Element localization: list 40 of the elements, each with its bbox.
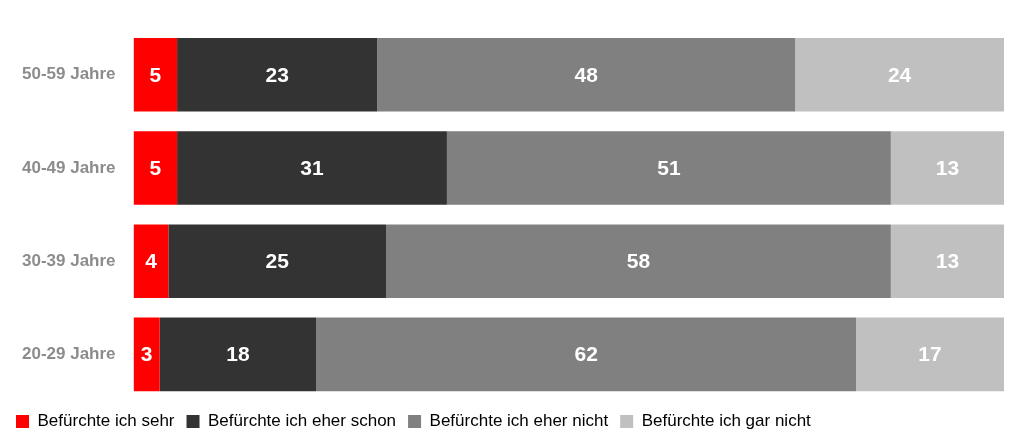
bar [385, 224, 891, 299]
data-label: 23 [265, 62, 289, 86]
data-label: 17 [918, 342, 942, 366]
data-label: 13 [935, 155, 960, 179]
y-tick-label: 50-59 Jahre [21, 64, 116, 84]
bar [177, 131, 447, 205]
data-label: 25 [265, 249, 290, 272]
data-label: 3 [140, 342, 153, 366]
y-tick-label: 40-49 Jahre [21, 157, 116, 177]
data-label: 48 [574, 62, 599, 86]
bar [856, 317, 1004, 392]
data-label: 4 [145, 249, 158, 272]
y-tick-label: 30-39 Jahre [21, 250, 116, 270]
bar [168, 224, 386, 299]
data-label: 5 [149, 155, 162, 179]
data-label: 24 [887, 62, 912, 86]
legend-label: Befürchte ich sehr [37, 411, 175, 431]
legend-label: Befürchte ich gar nicht [641, 411, 812, 431]
legend-label: Befürchte ich eher nicht [429, 411, 609, 431]
bar [133, 317, 160, 392]
bar [159, 317, 317, 392]
data-label: 51 [657, 155, 681, 179]
bar [316, 317, 857, 392]
bar [377, 37, 796, 112]
data-label: 13 [935, 249, 960, 272]
data-label: 58 [626, 249, 651, 272]
y-tick-label: 20-29 Jahre [21, 344, 116, 364]
bar [446, 131, 891, 205]
bar [133, 131, 178, 205]
bar [890, 224, 1004, 299]
data-label: 5 [149, 62, 162, 86]
bar [133, 224, 169, 299]
legend-label: Befürchte ich eher schon [208, 411, 397, 431]
bar [133, 37, 178, 112]
data-label: 18 [226, 342, 251, 366]
bar [890, 131, 1004, 205]
data-label: 62 [574, 342, 598, 366]
data-label: 31 [300, 155, 324, 179]
bar [795, 37, 1004, 112]
bar [177, 37, 378, 112]
